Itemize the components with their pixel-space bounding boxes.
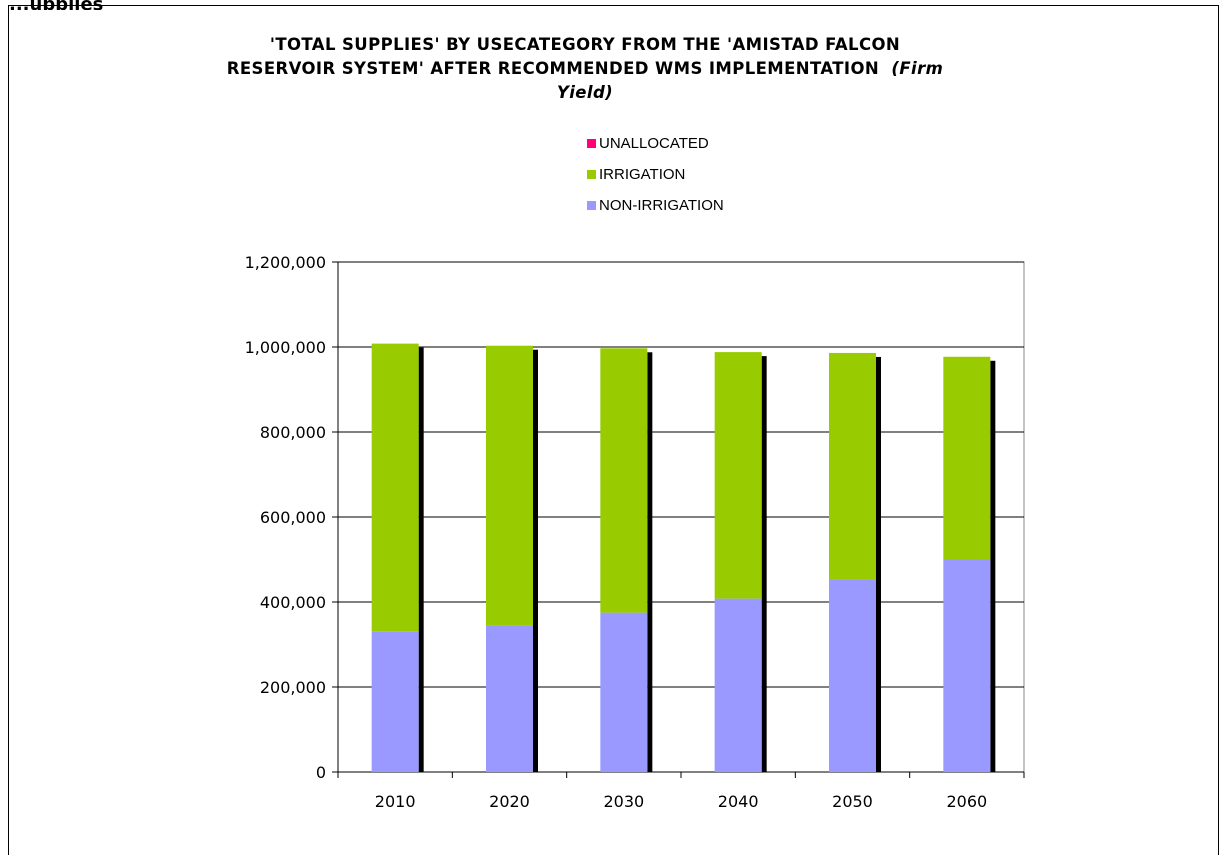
x-tick-label: 2010 bbox=[375, 792, 416, 811]
bar-shadow bbox=[876, 356, 881, 772]
legend-item-irrigation: IRRIGATION bbox=[587, 159, 724, 190]
x-tick-label: 2050 bbox=[832, 792, 873, 811]
chart-title-line1: 'TOTAL SUPPLIES' BY USECATEGORY FROM THE… bbox=[269, 35, 901, 54]
bar-shadow bbox=[418, 347, 424, 772]
x-tick-label: 2060 bbox=[946, 792, 987, 811]
x-tick-label: 2040 bbox=[718, 792, 759, 811]
chart-legend: UNALLOCATED IRRIGATION NON-IRRIGATION bbox=[587, 128, 724, 221]
chart-title-line2: RESERVOIR SYSTEM' AFTER RECOMMENDED WMS … bbox=[226, 59, 944, 102]
legend-label: UNALLOCATED bbox=[599, 135, 709, 152]
chart-title: 'TOTAL SUPPLIES' BY USECATEGORY FROM THE… bbox=[200, 33, 970, 105]
bar-irrigation-2010 bbox=[371, 343, 419, 632]
legend-swatch bbox=[587, 170, 596, 179]
bar-irrigation-2050 bbox=[829, 352, 876, 580]
header-fragment: ...upplies bbox=[9, 0, 269, 10]
bar-irrigation-2030 bbox=[600, 348, 648, 613]
y-tick-label: 1,200,000 bbox=[245, 253, 326, 272]
bar-shadow bbox=[533, 349, 538, 772]
bar-non-irrigation-2060 bbox=[943, 559, 991, 772]
bar-non-irrigation-2040 bbox=[714, 598, 762, 772]
legend-swatch bbox=[587, 201, 596, 210]
bar-non-irrigation-2030 bbox=[600, 612, 648, 772]
y-tick-label: 400,000 bbox=[260, 593, 326, 612]
bar-shadow bbox=[990, 360, 996, 772]
bar-shadow bbox=[761, 356, 767, 772]
y-tick-label: 800,000 bbox=[260, 423, 326, 442]
y-tick-label: 600,000 bbox=[260, 508, 326, 527]
x-tick-label: 2030 bbox=[603, 792, 644, 811]
y-tick-label: 200,000 bbox=[260, 678, 326, 697]
legend-label: NON-IRRIGATION bbox=[599, 197, 724, 214]
bar-irrigation-2060 bbox=[943, 356, 991, 560]
bar-shadow bbox=[647, 352, 653, 772]
y-tick-label: 0 bbox=[316, 763, 326, 782]
bar-non-irrigation-2050 bbox=[829, 579, 876, 772]
bar-non-irrigation-2010 bbox=[371, 631, 419, 772]
bar-irrigation-2040 bbox=[714, 352, 762, 599]
chart-subtitle: (Firm Yield) bbox=[556, 59, 944, 102]
bar-non-irrigation-2020 bbox=[486, 625, 533, 772]
chart-frame: ...upplies bbox=[8, 0, 1219, 855]
legend-swatch bbox=[587, 139, 596, 148]
legend-item-unallocated: UNALLOCATED bbox=[587, 128, 724, 159]
bar-irrigation-2020 bbox=[486, 345, 533, 626]
y-tick-label: 1,000,000 bbox=[245, 338, 326, 357]
x-tick-label: 2020 bbox=[489, 792, 530, 811]
legend-label: IRRIGATION bbox=[599, 166, 686, 183]
legend-item-non-irrigation: NON-IRRIGATION bbox=[587, 190, 724, 221]
